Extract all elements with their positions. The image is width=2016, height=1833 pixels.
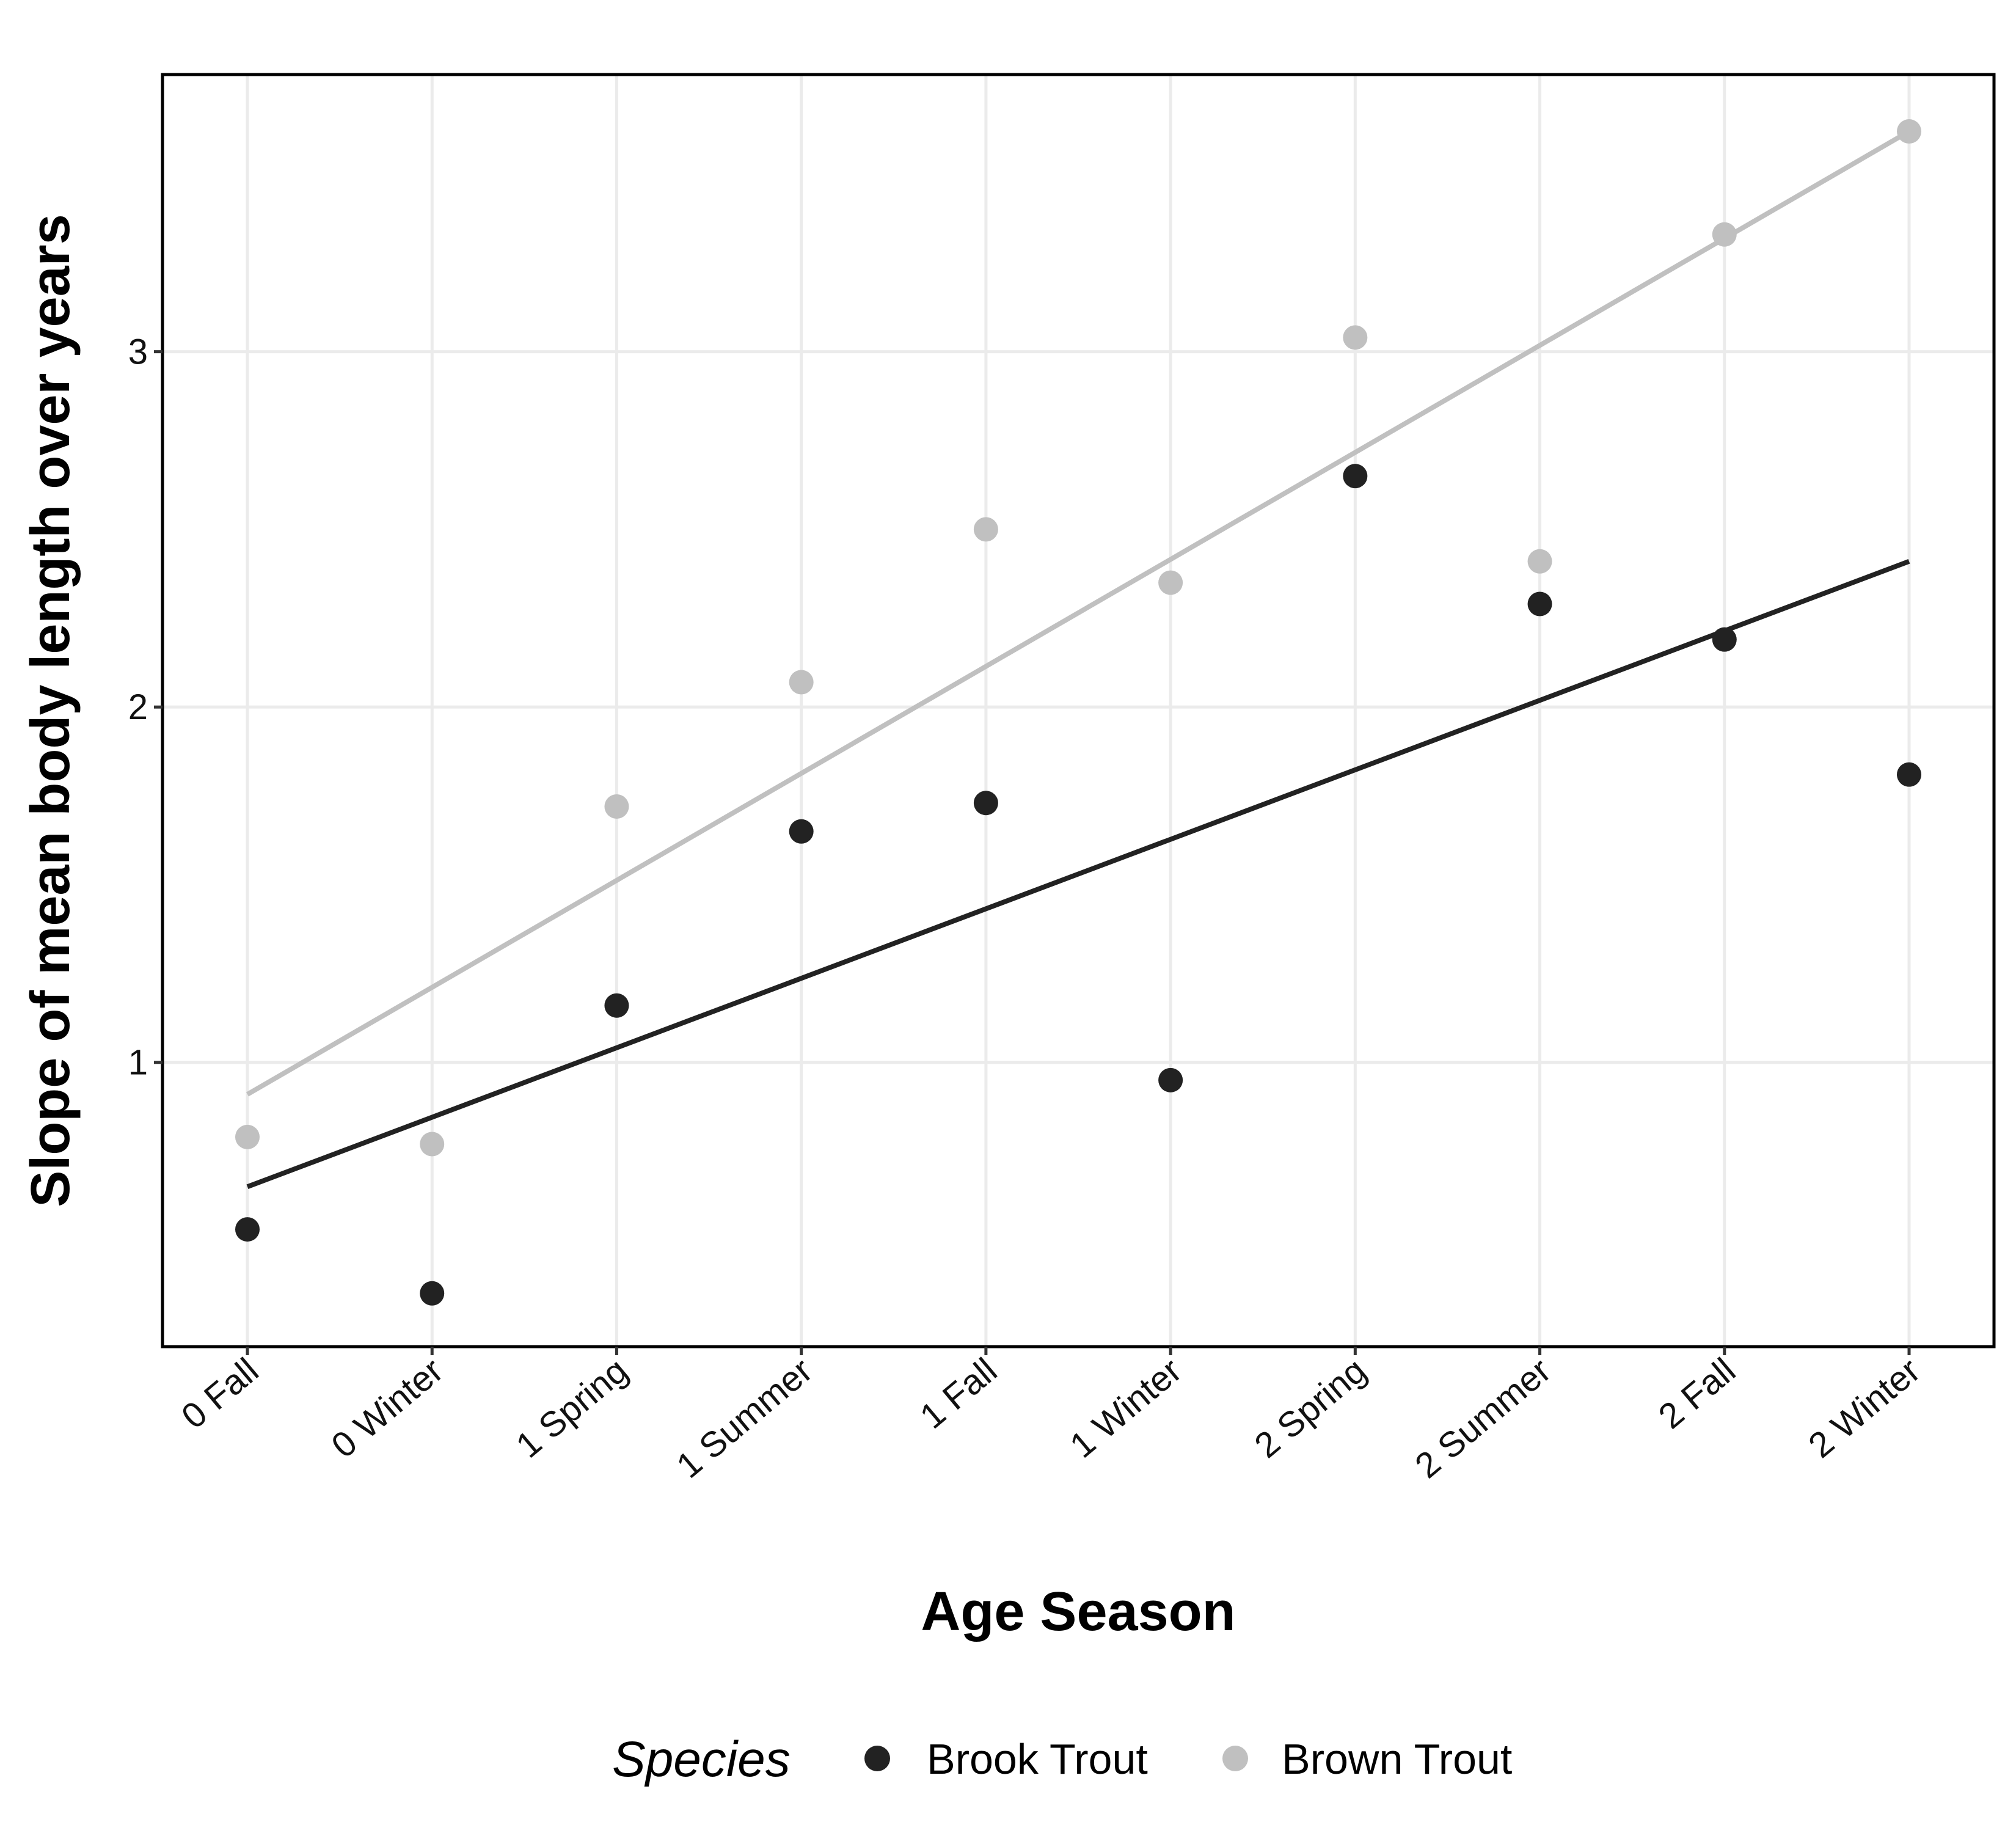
x-axis-title: Age Season bbox=[921, 1581, 1235, 1642]
legend-marker-brook-trout bbox=[864, 1746, 890, 1771]
x-tick-label: 2 Winter bbox=[1801, 1350, 1927, 1466]
legend-label-brown-trout: Brown Trout bbox=[1282, 1735, 1512, 1783]
point-brook-trout bbox=[420, 1281, 445, 1306]
y-tick-label: 1 bbox=[128, 1043, 148, 1083]
legend-marker-brown-trout bbox=[1222, 1746, 1248, 1771]
point-brown-trout bbox=[604, 794, 629, 819]
x-axis: 0 Fall 0 Winter 1 Spring 1 Summer 1 Fall 1 Wi… bbox=[174, 1347, 1927, 1486]
point-brook-trout bbox=[235, 1217, 260, 1242]
trendlines bbox=[246, 129, 1911, 1190]
y-tick-label: 2 bbox=[128, 687, 148, 727]
y-axis: 1 2 3 bbox=[128, 332, 163, 1083]
point-brown-trout bbox=[420, 1132, 445, 1157]
x-tick-label: 1 Summer bbox=[669, 1350, 820, 1486]
point-brook-trout bbox=[973, 791, 998, 816]
point-brook-trout bbox=[789, 819, 814, 844]
point-brook-trout bbox=[604, 993, 629, 1018]
data-points bbox=[235, 119, 1921, 1306]
point-brown-trout bbox=[1527, 549, 1552, 574]
x-tick-label: 0 Fall bbox=[174, 1350, 266, 1436]
x-tick-label: 2 Summer bbox=[1408, 1350, 1558, 1486]
point-brook-trout bbox=[1712, 627, 1737, 652]
point-brook-trout bbox=[1343, 464, 1368, 489]
point-brown-trout bbox=[789, 670, 814, 695]
point-brook-trout bbox=[1158, 1067, 1183, 1092]
x-tick-label: 0 Winter bbox=[324, 1350, 450, 1466]
legend-title: Species bbox=[612, 1732, 791, 1787]
y-tick-label: 3 bbox=[128, 332, 148, 372]
point-brown-trout bbox=[1712, 222, 1737, 247]
y-axis-title: Slope of mean body length over years bbox=[20, 214, 81, 1207]
point-brook-trout bbox=[1897, 762, 1921, 787]
trendline-brown-trout bbox=[246, 129, 1911, 1097]
x-tick-label: 2 Spring bbox=[1247, 1350, 1373, 1466]
x-tick-label: 2 Fall bbox=[1651, 1350, 1743, 1436]
legend: Species Brook Trout Brown Trout bbox=[612, 1732, 1512, 1787]
point-brown-trout bbox=[235, 1124, 260, 1149]
legend-label-brook-trout: Brook Trout bbox=[927, 1735, 1148, 1783]
point-brook-trout bbox=[1527, 591, 1552, 616]
point-brown-trout bbox=[1158, 570, 1183, 595]
x-tick-label: 1 Spring bbox=[509, 1350, 635, 1466]
trendline-brook-trout bbox=[246, 558, 1910, 1190]
x-tick-label: 1 Winter bbox=[1062, 1350, 1189, 1466]
point-brown-trout bbox=[1897, 119, 1921, 144]
x-tick-label: 1 Fall bbox=[913, 1350, 1004, 1436]
point-brown-trout bbox=[1343, 325, 1368, 350]
point-brown-trout bbox=[973, 517, 998, 542]
grid bbox=[163, 75, 1994, 1347]
panel-border bbox=[161, 73, 1996, 1348]
